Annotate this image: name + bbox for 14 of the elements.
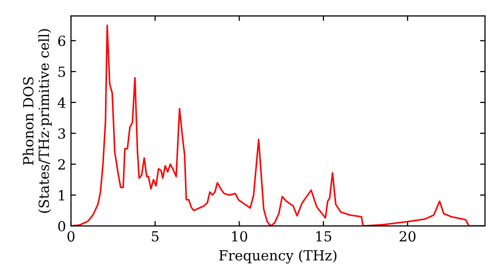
y-tick-label: 1 (58, 190, 64, 200)
y-tick-label: 2 (58, 159, 65, 170)
x-tick-label: 5 (152, 231, 158, 242)
y-tick-label: 0 (58, 220, 66, 232)
y-tick-label: 5 (58, 66, 66, 78)
y-tick-label: 3 (58, 128, 66, 139)
y-tick-label: 6 (58, 36, 66, 46)
y-tick-label: 4 (58, 97, 66, 108)
x-tick-label: 15 (316, 231, 332, 242)
x-tick-label: 0 (67, 231, 74, 242)
x-axis-title: Frequency (THz) (219, 250, 336, 264)
x-tick-label: 20 (400, 231, 416, 242)
x-tick-label: 10 (232, 231, 248, 242)
y-axis-title: Phonon DOS (States/THz·primitive cell) (22, 29, 52, 213)
